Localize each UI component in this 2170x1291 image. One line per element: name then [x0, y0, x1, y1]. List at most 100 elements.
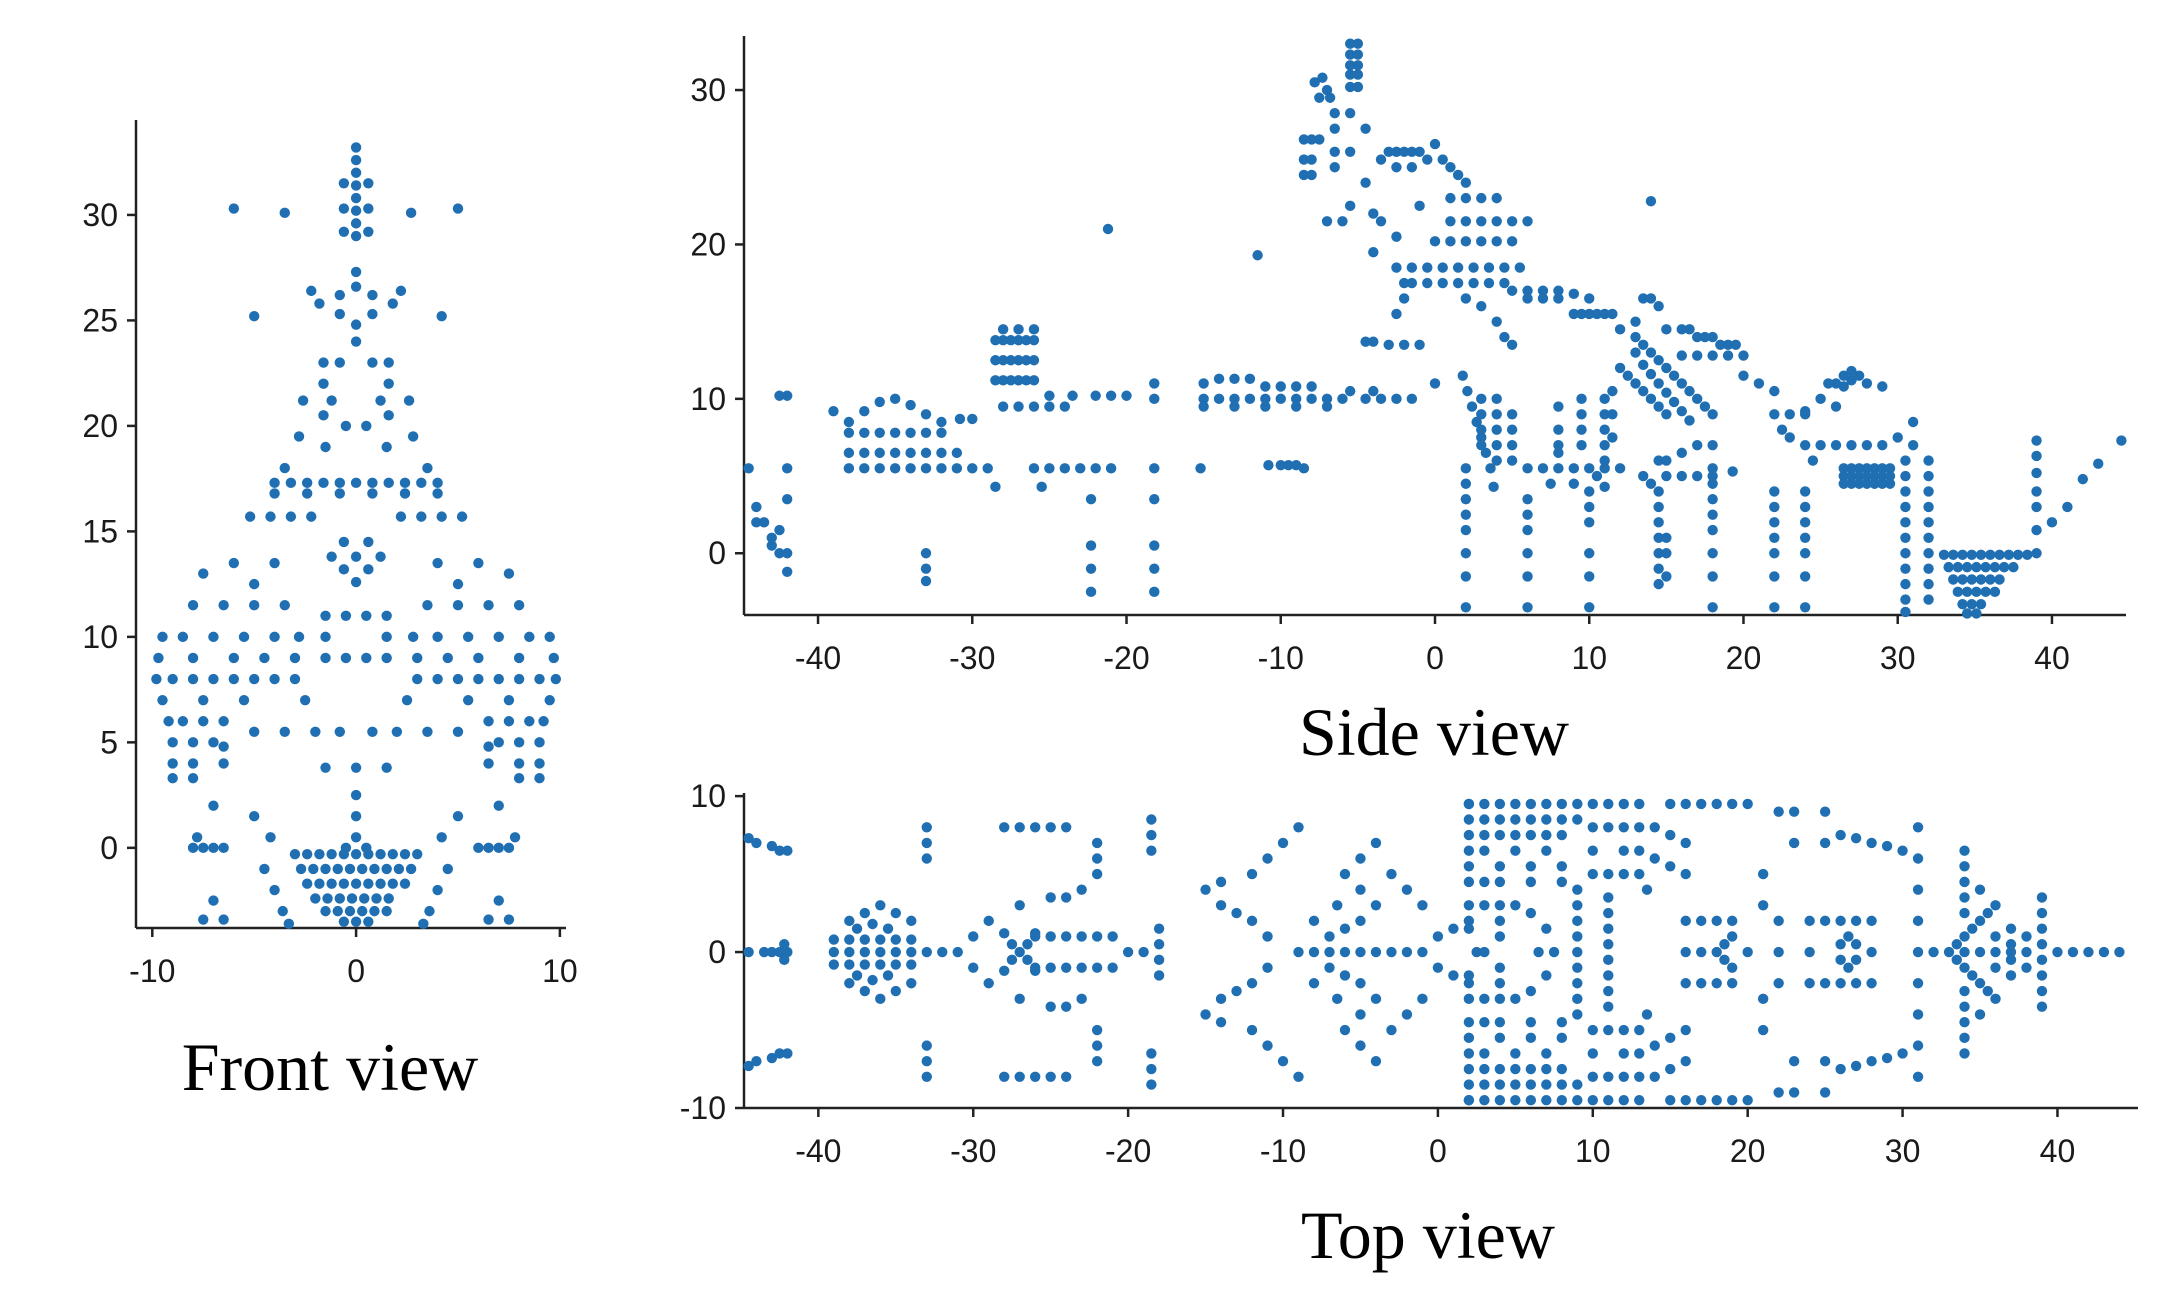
top-view-point [1634, 1071, 1645, 1083]
side-view-point [1614, 324, 1626, 335]
top-view-point [828, 934, 840, 945]
front-view-point [344, 863, 356, 875]
top-view-point [1719, 954, 1730, 966]
side-view-point [1676, 470, 1687, 482]
front-view-point [289, 673, 301, 685]
front-view-point [432, 884, 443, 896]
top-view-point [1897, 845, 1908, 856]
top-view-point [1819, 1087, 1831, 1098]
side-view-point [1707, 524, 1718, 536]
front-view-point [493, 895, 504, 906]
top-view-point [1603, 1071, 1614, 1083]
side-view-point [1522, 293, 1533, 304]
top-view-point [766, 946, 778, 958]
top-view-y-tick-label: 10 [690, 778, 726, 814]
top-view-point [1680, 798, 1691, 810]
top-view-x-tick-label: -20 [1105, 1133, 1151, 1169]
side-view-point [1398, 277, 1410, 289]
top-view-point [1525, 985, 1537, 997]
side-view-point [1329, 162, 1340, 173]
side-view-point [920, 447, 932, 459]
front-view-point [503, 914, 515, 925]
side-view-point [1375, 393, 1387, 405]
side-view-point [1769, 548, 1780, 559]
top-view-point [2036, 1001, 2048, 1012]
top-view-point [1463, 900, 1475, 911]
top-view-point [1200, 884, 1211, 895]
front-view-point [375, 395, 386, 406]
side-view-point [1900, 594, 1911, 605]
side-view-point [1028, 355, 1040, 366]
side-view-x-tick-label: -40 [795, 640, 841, 676]
side-view-point [2003, 549, 2014, 560]
top-view-point [1246, 1024, 1258, 1036]
front-view-point [318, 477, 329, 489]
front-view-point [208, 673, 219, 685]
top-view-point [1959, 907, 1970, 919]
side-view-point [936, 463, 947, 474]
side-view-point [1799, 602, 1811, 613]
front-view-point [432, 488, 443, 499]
top-view-point [1665, 861, 1676, 872]
side-view-point [1576, 439, 1587, 451]
top-view-point [1045, 1071, 1056, 1083]
top-view-point [1029, 1071, 1041, 1083]
front-view-point [299, 694, 311, 706]
top-view-point [1587, 868, 1598, 880]
side-view-point [1013, 334, 1024, 346]
side-view-point [1445, 162, 1456, 173]
front-view-y-tick-label: 15 [82, 513, 118, 549]
side-view-point [1966, 549, 1977, 560]
top-view-point [2021, 962, 2032, 973]
top-view-point [851, 970, 863, 981]
side-view-point [1584, 293, 1595, 304]
top-view-point [1541, 814, 1552, 825]
front-view-point [350, 848, 362, 860]
side-view-point [1989, 586, 2001, 598]
side-view-point [1661, 362, 1672, 374]
top-view-point [1788, 806, 1800, 817]
side-view-point [990, 334, 1001, 346]
front-view-point [403, 395, 415, 406]
side-view-point [1149, 378, 1160, 389]
top-view-point [1122, 946, 1134, 958]
side-view-point [1900, 501, 1911, 513]
front-view-point [350, 180, 362, 191]
side-view-point [1576, 393, 1587, 405]
top-view-point [1029, 822, 1041, 833]
top-view-point [1091, 868, 1103, 880]
top-view-point [1029, 931, 1041, 942]
top-view-point [1510, 829, 1521, 841]
side-view-point [1522, 602, 1533, 613]
top-view-point [779, 954, 790, 966]
side-view-point [1630, 316, 1641, 327]
side-view-point [1838, 370, 1849, 381]
top-view-point [1788, 1056, 1800, 1067]
top-view-point [1494, 1079, 1506, 1090]
top-view-point [1572, 1079, 1583, 1090]
front-view-point [357, 863, 368, 875]
top-view-point [1835, 978, 1846, 989]
side-view-point [889, 427, 901, 439]
side-view-point [1591, 470, 1603, 482]
front-view-point [248, 673, 260, 685]
side-view-point [1799, 439, 1811, 451]
top-view-point [774, 946, 785, 958]
side-view-point [1329, 146, 1340, 157]
top-view-point [999, 822, 1010, 833]
top-view-point [890, 985, 901, 997]
top-view-point [1479, 1048, 1490, 1059]
front-view-point [326, 848, 337, 860]
front-view-point [350, 319, 362, 330]
top-view-point [751, 1056, 762, 1067]
top-view-point [1696, 946, 1707, 958]
top-view-point [1494, 962, 1506, 973]
side-view-point [1491, 216, 1502, 227]
top-view-point [1479, 876, 1490, 888]
side-view-point [1480, 447, 1492, 459]
top-view-point [1525, 861, 1537, 872]
top-view-point [1603, 923, 1614, 934]
side-view-point [1414, 200, 1425, 212]
side-view-point [1306, 134, 1317, 145]
top-view-point [1773, 806, 1784, 817]
